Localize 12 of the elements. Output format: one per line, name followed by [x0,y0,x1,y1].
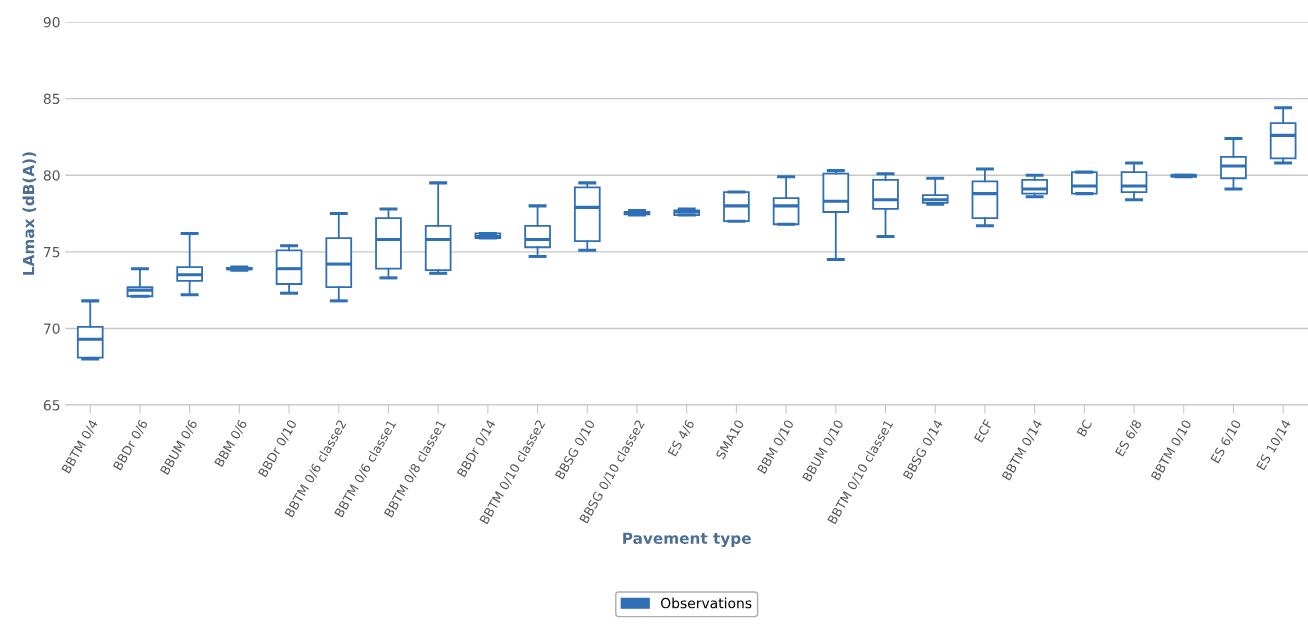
x-tick-label: ES 4/6 [667,419,696,458]
y-tick-label: 85 [43,93,60,105]
x-axis-title: Pavement type [623,532,751,548]
x-tick-label: ES 6/8 [1114,419,1143,458]
y-tick-label: 65 [43,400,60,411]
y-axis-title: LAmax (dB(A)) [22,152,37,275]
y-tick-label: 80 [43,170,60,181]
legend-label: Observations [661,597,752,609]
y-tick-label: 90 [43,16,60,28]
y-tick-label: 75 [44,246,60,258]
x-tick-label: BC [1076,418,1093,437]
y-tick-label: 70 [44,323,60,334]
